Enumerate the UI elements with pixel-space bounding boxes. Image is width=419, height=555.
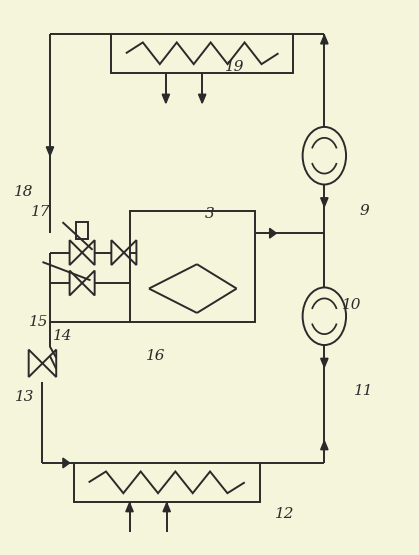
Polygon shape: [321, 198, 328, 206]
Text: 13: 13: [15, 390, 35, 403]
Polygon shape: [162, 94, 170, 103]
Text: 3: 3: [204, 207, 215, 221]
Bar: [74, 463, 260, 502]
Text: 18: 18: [14, 185, 34, 199]
Text: 9: 9: [359, 204, 369, 218]
Text: 15: 15: [28, 315, 48, 329]
Polygon shape: [126, 503, 133, 512]
Bar: [111, 34, 293, 73]
Polygon shape: [199, 94, 206, 103]
Text: 16: 16: [145, 349, 165, 363]
Polygon shape: [46, 147, 54, 156]
Polygon shape: [321, 441, 328, 450]
Polygon shape: [270, 228, 276, 238]
Polygon shape: [321, 35, 328, 44]
Bar: [130, 211, 256, 322]
Bar: [76, 222, 88, 239]
Text: 12: 12: [275, 507, 295, 522]
Text: 14: 14: [53, 329, 72, 342]
Polygon shape: [321, 359, 328, 367]
Text: 19: 19: [225, 60, 244, 74]
Polygon shape: [163, 503, 171, 512]
Polygon shape: [63, 458, 70, 468]
Text: 11: 11: [354, 384, 374, 398]
Text: 10: 10: [342, 298, 361, 312]
Text: 17: 17: [31, 205, 50, 219]
